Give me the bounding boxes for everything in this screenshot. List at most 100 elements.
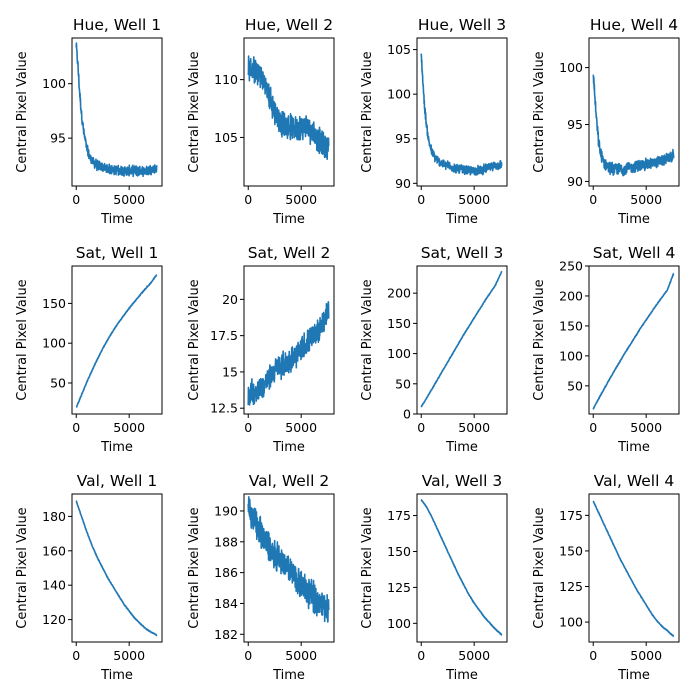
y-tick-label: 186 [214,565,238,580]
y-tick-label: 150 [559,318,583,333]
y-tick-label: 125 [387,580,411,595]
series-line [75,42,158,178]
x-tick-label: 0 [72,192,80,207]
x-axis-label: Time [272,440,305,455]
y-tick-label: 182 [214,627,238,642]
series-line [247,55,330,161]
subplot-6: 0 5000 12.5 15 17.5 20 Sat, Well 2 Time Central … [187,244,335,455]
subplot-9: 0 5000 120 140 160 180 Val, Well 1 Time Central … [15,472,163,683]
y-tick-label: 100 [387,346,411,361]
x-tick-label: 0 [244,648,252,663]
y-tick-label: 175 [559,508,583,523]
series-line [592,500,675,638]
series-line [592,74,675,177]
y-tick-label: 200 [559,288,583,303]
x-tick-label: 0 [244,420,252,435]
x-tick-label: 5000 [113,192,145,207]
y-tick-label: 50 [50,375,66,390]
y-tick-label: 150 [387,544,411,559]
axes-frame [588,265,680,415]
y-tick-label: 110 [214,72,238,87]
y-tick-label: 50 [567,378,583,393]
axes-frame [588,37,680,187]
y-tick-label: 50 [395,376,411,391]
y-tick-label: 188 [214,534,238,549]
y-tick-label: 90 [567,174,583,189]
subplot-title: Hue, Well 2 [245,16,333,34]
subplot-8: 0 5000 50 100 150 200 250 Sat, Well 4 Time Centra… [532,244,680,455]
y-tick-label: 250 [559,259,583,274]
y-tick-label: 20 [222,292,238,307]
y-tick-label: 180 [42,509,66,524]
x-tick-label: 0 [589,420,597,435]
y-tick-label: 100 [42,336,66,351]
x-tick-label: 0 [244,192,252,207]
subplot-5: 0 5000 50 100 150 Sat, Well 1 Time Central Pixe… [15,244,163,455]
y-tick-label: 0 [403,407,411,422]
subplot-title: Val, Well 2 [249,472,329,490]
axes-frame [71,265,163,415]
series-line [75,274,158,408]
y-axis-label: Central Pixel Value [187,51,202,172]
series-line [247,496,330,623]
y-axis-label: Central Pixel Value [187,507,202,628]
y-tick-label: 100 [559,615,583,630]
subplot-12: 0 5000 100 125 150 175 Val, Well 4 Time Central … [532,472,680,683]
subplot-title: Sat, Well 1 [76,244,159,262]
x-tick-label: 0 [72,420,80,435]
y-tick-label: 150 [559,543,583,558]
x-tick-label: 5000 [630,648,662,663]
y-tick-label: 95 [567,117,583,132]
y-tick-label: 125 [559,579,583,594]
y-tick-label: 105 [387,42,411,57]
x-tick-label: 5000 [113,648,145,663]
y-axis-label: Central Pixel Value [360,507,375,628]
x-tick-label: 0 [589,192,597,207]
x-tick-label: 5000 [458,648,490,663]
y-tick-label: 100 [559,348,583,363]
y-axis-label: Central Pixel Value [532,279,547,400]
x-axis-label: Time [100,668,133,683]
axes-frame [71,493,163,643]
x-axis-label: Time [272,668,305,683]
x-axis-label: Time [445,668,478,683]
y-tick-label: 12.5 [210,401,238,416]
y-tick-label: 150 [387,316,411,331]
x-tick-label: 0 [417,648,425,663]
y-tick-label: 160 [42,543,66,558]
series-line [247,301,330,406]
x-tick-label: 0 [417,420,425,435]
y-tick-label: 200 [387,286,411,301]
y-tick-label: 140 [42,578,66,593]
y-tick-label: 100 [387,616,411,631]
x-axis-label: Time [617,212,650,227]
y-tick-label: 100 [387,87,411,102]
subplot-title: Hue, Well 1 [73,16,161,34]
axes-frame [416,493,508,643]
y-axis-label: Central Pixel Value [360,51,375,172]
x-axis-label: Time [100,212,133,227]
subplot-7: 0 5000 0 50 100 150 200 Sat, Well 3 Time Central … [360,244,508,455]
x-axis-label: Time [617,668,650,683]
x-tick-label: 5000 [630,420,662,435]
axes-frame [71,37,163,187]
subplot-title: Sat, Well 2 [248,244,331,262]
x-tick-label: 5000 [458,420,490,435]
x-axis-label: Time [272,212,305,227]
y-tick-label: 150 [42,296,66,311]
y-axis-label: Central Pixel Value [15,51,30,172]
subplot-2: 0 5000 105 110 Hue, Well 2 Time Central Pixel … [187,16,335,227]
x-tick-label: 5000 [285,420,317,435]
subplot-title: Sat, Well 3 [421,244,504,262]
subplot-11: 0 5000 100 125 150 175 Val, Well 3 Time Central … [360,472,508,683]
y-axis-label: Central Pixel Value [15,279,30,400]
x-tick-label: 5000 [285,192,317,207]
y-axis-label: Central Pixel Value [15,507,30,628]
subplot-10: 0 5000 182 184 186 188 190 Val, Well 2 Time Centr… [187,472,335,683]
subplot-title: Hue, Well 3 [418,16,506,34]
series-line [420,270,503,408]
x-tick-label: 5000 [630,192,662,207]
y-tick-label: 100 [559,60,583,75]
y-tick-label: 17.5 [210,328,238,343]
subplot-title: Val, Well 4 [594,472,674,490]
